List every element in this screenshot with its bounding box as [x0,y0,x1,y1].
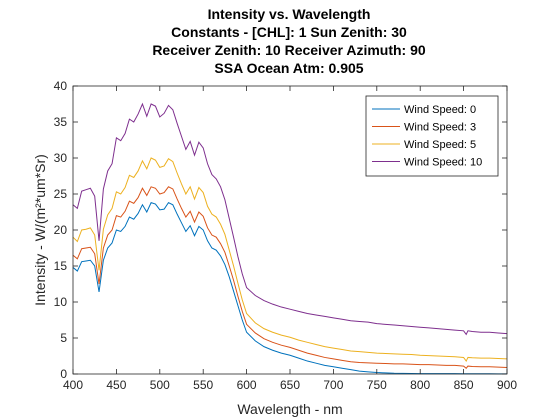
y-tick-label-0: 0 [60,367,67,381]
legend: Wind Speed: 0 Wind Speed: 3 Wind Speed: 5 W… [365,95,499,177]
x-tick-label-9: 850 [454,378,474,392]
x-tick-label-7: 750 [367,378,387,392]
x-tick-label-2: 500 [150,378,170,392]
x-tick-label-10: 900 [497,378,517,392]
y-tick-label-7: 35 [54,115,68,129]
chart-title-line-4: SSA Ocean Atm: 0.905 [214,60,363,76]
chart-title: Intensity vs. Wavelength Constants - [CH… [152,6,426,76]
x-tick-label-8: 800 [410,378,430,392]
y-tick-label-4: 20 [54,223,68,237]
series-line-1 [72,186,508,369]
legend-label-3: Wind Speed: 10 [404,157,482,169]
y-tick-label-3: 15 [54,259,68,273]
x-tick-label-6: 700 [323,378,343,392]
y-tick-label-1: 5 [60,331,67,345]
legend-label-0: Wind Speed: 0 [404,104,476,116]
x-tick-label-1: 450 [106,378,126,392]
x-tick-label-0: 400 [63,378,83,392]
x-axis-label: Wavelength - nm [237,401,342,417]
chart-title-line-2: Constants - [CHL]: 1 Sun Zenith: 30 [171,24,407,40]
series-line-2 [72,157,508,363]
y-axis-label: Intensity - W/(m²*um*Sr) [32,154,48,306]
y-tick-label-5: 25 [54,187,68,201]
y-tick-label-8: 40 [54,79,68,93]
axes-group: 400 450 500 550 600 650 700 750 800 850 900 0 5 10 15 2… [54,79,518,392]
legend-label-2: Wind Speed: 5 [404,139,476,151]
chart-title-line-3: Receiver Zenith: 10 Receiver Azimuth: 90 [152,42,426,58]
y-tick-label-2: 10 [54,295,68,309]
x-tick-label-4: 600 [237,378,257,392]
legend-label-1: Wind Speed: 3 [404,122,476,134]
series-line-3 [72,102,508,336]
x-tick-label-5: 650 [280,378,300,392]
chart-title-line-1: Intensity vs. Wavelength [208,6,371,22]
y-tick-label-6: 30 [54,151,68,165]
x-tick-label-3: 550 [193,378,213,392]
